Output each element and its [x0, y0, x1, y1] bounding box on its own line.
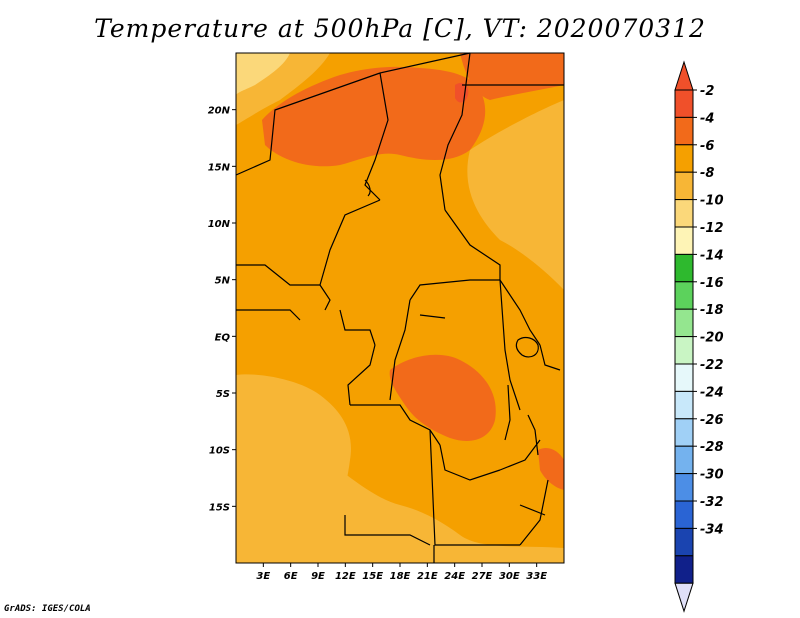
colorbar-label: -4	[700, 111, 714, 126]
colorbar-swatch	[674, 253, 694, 283]
lat-tick-label: 20N	[208, 106, 231, 117]
colorbar-swatch	[674, 445, 694, 475]
lat-tick-label: EQ	[215, 332, 231, 343]
colorbar-label: -18	[700, 303, 724, 318]
colorbar-label: -28	[700, 440, 724, 455]
lon-tick-label: 18E	[390, 571, 411, 582]
colorbar-swatch	[674, 171, 694, 201]
colorbar-label: -16	[700, 276, 724, 291]
lat-tick-label: 15S	[209, 502, 230, 513]
colorbar-swatch	[674, 144, 694, 173]
lakes-and-coasts	[364, 179, 546, 516]
colorbar-label: -8	[700, 166, 714, 181]
lon-tick-label: 27E	[472, 571, 493, 582]
colorbar-swatch	[674, 199, 694, 228]
contour-minus-4-patch-northeast	[460, 53, 564, 100]
lat-tick-label: 10N	[208, 219, 231, 230]
lat-tick-label: 15N	[208, 162, 231, 173]
colorbar-label: -2	[700, 84, 714, 99]
colorbar-label: -22	[700, 358, 724, 373]
colorbar-swatch	[674, 500, 694, 529]
colorbar-swatch	[674, 527, 694, 557]
lon-tick-label: 6E	[284, 571, 298, 582]
colorbar-swatch	[674, 336, 694, 365]
colorbar-swatch	[674, 116, 694, 146]
colorbar-swatch	[674, 89, 694, 118]
colorbar-swatch	[674, 308, 694, 338]
lon-tick-label: 3E	[256, 571, 270, 582]
colorbar-label: -14	[700, 248, 724, 263]
colorbar-swatch	[674, 473, 694, 502]
colorbar-label: -30	[700, 468, 724, 483]
lon-tick-label: 21E	[417, 571, 438, 582]
lon-tick-label: 12E	[335, 571, 356, 582]
colorbar-label: -12	[700, 221, 724, 236]
contour-minus-10-patch-northwest	[236, 53, 290, 95]
contour-minus-4-patch-congo	[389, 354, 496, 441]
colorbar-label: -20	[700, 331, 724, 346]
colorbar-bottom-arrow	[674, 582, 694, 613]
contour-minus-4-patch-sahara	[262, 66, 486, 167]
colorbar-top-arrow	[674, 60, 694, 91]
contour-minus-4-patch-lake-region	[538, 448, 564, 490]
lon-tick-label: 15E	[362, 571, 383, 582]
chart-title: Temperature at 500hPa [C], VT: 202007031…	[94, 14, 706, 43]
country-borders	[235, 52, 564, 563]
colorbar-label: -34	[700, 522, 724, 537]
contour-minus-8-band-west	[236, 374, 351, 563]
colorbar-label: -6	[700, 139, 714, 154]
colorbar-swatch	[674, 418, 694, 447]
colorbar-label: -10	[700, 194, 724, 209]
colorbar-swatch	[674, 281, 694, 310]
footer-credit: GrADS: IGES/COLA	[4, 604, 91, 614]
colorbar-label: -24	[700, 385, 724, 400]
lon-tick-label: 30E	[499, 571, 520, 582]
lat-tick-label: 10S	[209, 446, 230, 457]
colorbar-swatch	[674, 226, 694, 255]
longitude-axis: 3E 6E 9E 12E 15E 18E 21E 24E 27E 30E 33E	[256, 563, 547, 582]
lon-tick-label: 33E	[526, 571, 547, 582]
contour-minus-8-band-east	[467, 100, 564, 290]
latitude-axis: 20N 15N 10N 5N EQ 5S 10S 15S	[208, 106, 236, 513]
contour-minus-8-band-south	[330, 470, 564, 563]
lat-tick-label: 5N	[215, 276, 231, 287]
colorbar-label: -26	[700, 413, 724, 428]
colorbar-swatch	[674, 363, 694, 392]
colorbar-swatch	[674, 390, 694, 420]
colorbar-label: -32	[700, 495, 724, 510]
lat-tick-label: 5S	[216, 389, 230, 400]
lon-tick-label: 9E	[311, 571, 325, 582]
colorbar-swatch	[674, 555, 694, 584]
lon-tick-label: 24E	[444, 571, 465, 582]
